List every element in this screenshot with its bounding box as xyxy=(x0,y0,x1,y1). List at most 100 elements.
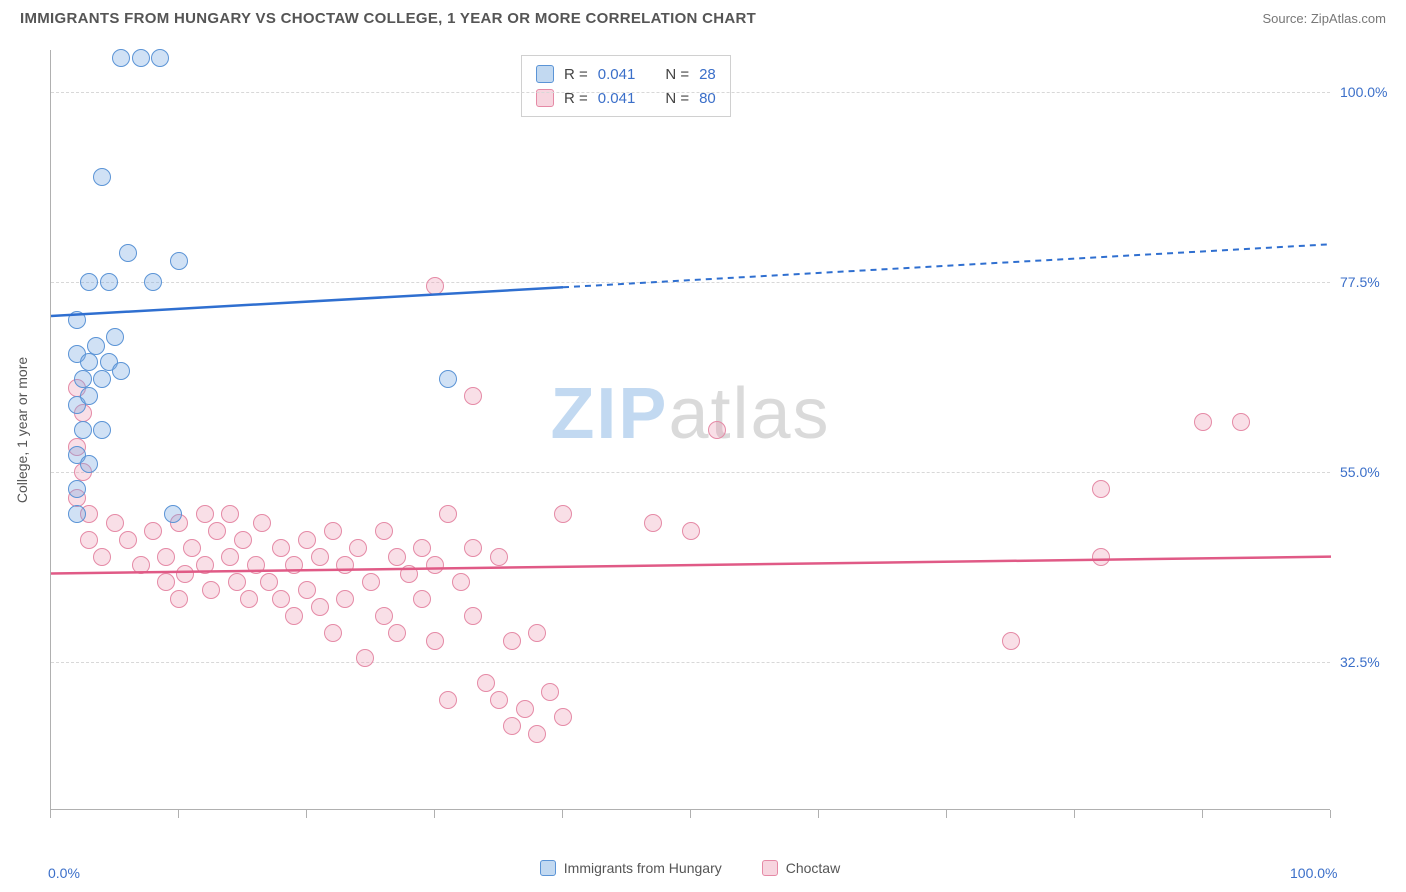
pink-point xyxy=(93,548,111,566)
pink-point xyxy=(157,573,175,591)
blue-point xyxy=(74,370,92,388)
pink-point xyxy=(157,548,175,566)
pink-point xyxy=(285,607,303,625)
pink-point xyxy=(516,700,534,718)
pink-point xyxy=(208,522,226,540)
trend-lines xyxy=(51,50,1331,810)
chart-title: IMMIGRANTS FROM HUNGARY VS CHOCTAW COLLE… xyxy=(20,10,756,27)
pink-point xyxy=(272,590,290,608)
blue-point xyxy=(106,328,124,346)
chart-header: IMMIGRANTS FROM HUNGARY VS CHOCTAW COLLE… xyxy=(0,0,1406,33)
r-value: 0.041 xyxy=(598,66,636,83)
pink-point xyxy=(221,505,239,523)
pink-point xyxy=(388,548,406,566)
blue-point xyxy=(439,370,457,388)
pink-point xyxy=(1002,632,1020,650)
pink-point xyxy=(119,531,137,549)
gridline xyxy=(51,662,1330,663)
swatch-blue-icon xyxy=(536,65,554,83)
pink-point xyxy=(413,590,431,608)
pink-point xyxy=(240,590,258,608)
x-tick xyxy=(690,810,691,818)
pink-point xyxy=(490,691,508,709)
correlation-legend: R = 0.041 N = 28 R = 0.041 N = 80 xyxy=(521,55,731,117)
pink-point xyxy=(1232,413,1250,431)
pink-point xyxy=(144,522,162,540)
pink-point xyxy=(362,573,380,591)
pink-point xyxy=(682,522,700,540)
pink-point xyxy=(260,573,278,591)
pink-point xyxy=(170,590,188,608)
blue-point xyxy=(74,421,92,439)
blue-point xyxy=(100,273,118,291)
pink-point xyxy=(439,691,457,709)
legend-row-blue: R = 0.041 N = 28 xyxy=(536,62,716,86)
x-tick xyxy=(562,810,563,818)
pink-point xyxy=(375,522,393,540)
source-name: ZipAtlas.com xyxy=(1311,11,1386,26)
scatter-plot: ZIPatlas R = 0.041 N = 28 R = 0.041 N = … xyxy=(50,50,1330,810)
pink-point xyxy=(356,649,374,667)
pink-point xyxy=(554,708,572,726)
blue-point xyxy=(93,370,111,388)
watermark: ZIPatlas xyxy=(550,373,830,455)
pink-point xyxy=(298,531,316,549)
legend-label: Immigrants from Hungary xyxy=(564,860,722,876)
pink-point xyxy=(324,624,342,642)
blue-point xyxy=(68,311,86,329)
pink-point xyxy=(554,505,572,523)
x-tick xyxy=(946,810,947,818)
pink-point xyxy=(400,565,418,583)
y-axis-title: College, 1 year or more xyxy=(14,357,30,503)
blue-point xyxy=(80,353,98,371)
chart-area: College, 1 year or more ZIPatlas R = 0.0… xyxy=(50,50,1380,810)
pink-point xyxy=(298,581,316,599)
series-legend: Immigrants from Hungary Choctaw xyxy=(50,860,1330,876)
pink-point xyxy=(311,548,329,566)
pink-point xyxy=(1194,413,1212,431)
x-tick xyxy=(818,810,819,818)
gridline xyxy=(51,472,1330,473)
pink-point xyxy=(196,505,214,523)
pink-point xyxy=(541,683,559,701)
swatch-pink-icon xyxy=(762,860,778,876)
y-tick-label: 55.0% xyxy=(1340,464,1380,480)
blue-point xyxy=(68,480,86,498)
pink-point xyxy=(503,632,521,650)
x-tick xyxy=(50,810,51,818)
pink-point xyxy=(528,725,546,743)
pink-point xyxy=(426,556,444,574)
pink-point xyxy=(452,573,470,591)
pink-point xyxy=(228,573,246,591)
blue-point xyxy=(119,244,137,262)
pink-point xyxy=(196,556,214,574)
blue-point xyxy=(151,49,169,67)
pink-point xyxy=(336,590,354,608)
pink-point xyxy=(324,522,342,540)
r-label: R = xyxy=(564,66,588,83)
pink-point xyxy=(183,539,201,557)
pink-point xyxy=(413,539,431,557)
pink-point xyxy=(388,624,406,642)
pink-point xyxy=(1092,548,1110,566)
pink-point xyxy=(644,514,662,532)
pink-point xyxy=(464,387,482,405)
legend-row-pink: R = 0.041 N = 80 xyxy=(536,86,716,110)
gridline xyxy=(51,92,1330,93)
y-tick-label: 100.0% xyxy=(1340,84,1387,100)
pink-point xyxy=(253,514,271,532)
pink-point xyxy=(1092,480,1110,498)
x-tick xyxy=(178,810,179,818)
pink-point xyxy=(426,277,444,295)
pink-point xyxy=(272,539,290,557)
blue-point xyxy=(93,168,111,186)
source-prefix: Source: xyxy=(1262,11,1310,26)
pink-point xyxy=(708,421,726,439)
blue-point xyxy=(68,505,86,523)
blue-point xyxy=(144,273,162,291)
pink-point xyxy=(464,607,482,625)
pink-point xyxy=(439,505,457,523)
pink-point xyxy=(221,548,239,566)
pink-point xyxy=(336,556,354,574)
pink-point xyxy=(464,539,482,557)
